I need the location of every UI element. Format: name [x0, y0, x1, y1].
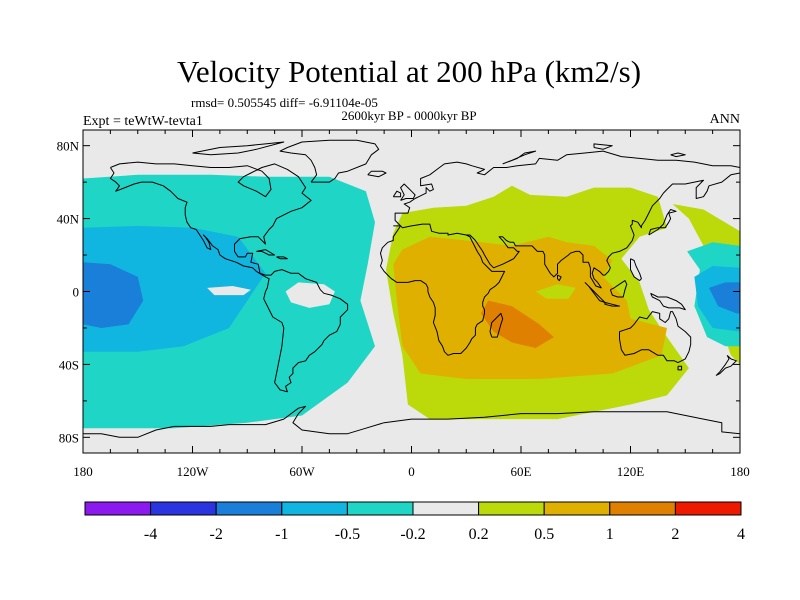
- colorbar-label: 2: [671, 526, 679, 543]
- contour-region: [709, 282, 740, 314]
- contour-region: [207, 286, 251, 296]
- coastline: [677, 365, 683, 371]
- experiment-label: Expt = teWtW-tevta1: [83, 114, 203, 129]
- colorbar-box: [281, 501, 348, 516]
- x-tick-label: 0: [408, 464, 415, 479]
- coastline: [400, 172, 740, 289]
- coastline: [367, 170, 387, 178]
- coastline: [604, 301, 620, 307]
- colorbar-box: [543, 501, 611, 516]
- coastline: [393, 150, 740, 227]
- coastline: [392, 190, 402, 198]
- contour-fills: [83, 174, 740, 429]
- contour-region: [535, 284, 576, 299]
- colorbar-box: [412, 501, 480, 516]
- colorbar-box: [215, 501, 283, 516]
- coastline: [609, 280, 628, 298]
- coastline: [276, 256, 288, 260]
- contour-region: [393, 236, 667, 379]
- coastline: [557, 274, 562, 282]
- coastline: [648, 209, 677, 236]
- contour-region: [83, 262, 144, 328]
- colorbar: -4 -2 -1 -0.5 -0.2 0.2 0.5 1 2 4: [84, 501, 745, 543]
- y-tick-label: 80N: [57, 139, 80, 154]
- contour-region: [285, 282, 335, 308]
- coastline: [619, 311, 692, 364]
- axis-ticks: 180 120W 60W 0 60E 120E 180 80N 40N 0 40S 80S: [57, 130, 750, 479]
- y-tick-label: 0: [73, 285, 80, 300]
- colorbar-label: -2: [210, 526, 223, 543]
- coastline: [256, 249, 276, 256]
- season-label: ANN: [710, 112, 740, 127]
- colorbar-label: -4: [144, 526, 157, 543]
- coastline: [279, 139, 380, 183]
- x-tick-label: 120W: [177, 464, 210, 479]
- contour-region: [480, 300, 554, 348]
- colorbar-box: [609, 501, 676, 516]
- coastlines: [83, 139, 740, 438]
- y-tick-label: 80S: [59, 430, 79, 445]
- coastline: [489, 312, 504, 338]
- colorbar-box: [478, 501, 545, 516]
- x-tick-label: 60E: [511, 464, 532, 479]
- coastline: [715, 354, 737, 376]
- colorbar-label: -1: [275, 526, 288, 543]
- x-tick-label: 180: [73, 464, 93, 479]
- coastline: [502, 150, 537, 165]
- x-tick-label: 180: [730, 464, 750, 479]
- colorbar-box: [150, 501, 217, 516]
- coastline: [83, 405, 740, 438]
- x-tick-label: 60W: [289, 464, 315, 479]
- period-label: 2600kyr BP - 0000kyr BP: [341, 108, 476, 123]
- coastline: [593, 143, 613, 150]
- colorbar-label: 4: [737, 526, 745, 543]
- coastline: [650, 292, 686, 311]
- map-title: Velocity Potential at 200 hPa (km2/s): [177, 54, 641, 89]
- colorbar-box: [84, 501, 152, 516]
- coastline: [400, 183, 416, 201]
- colorbar-label: 1: [606, 526, 614, 543]
- colorbar-box: [674, 501, 742, 516]
- coastline: [192, 141, 285, 156]
- coastline: [109, 161, 349, 393]
- coastline: [380, 225, 506, 356]
- colorbar-label: -0.2: [400, 526, 425, 543]
- colorbar-box: [346, 501, 414, 516]
- coastline: [670, 152, 686, 158]
- y-tick-label: 40N: [57, 212, 80, 227]
- stats-label: rmsd= 0.505545 diff= -6.91104e-05: [191, 95, 378, 110]
- coastline: [630, 258, 642, 282]
- x-tick-label: 120E: [617, 464, 645, 479]
- colorbar-label: 0.2: [469, 526, 489, 543]
- colorbar-label: 0.5: [534, 526, 554, 543]
- y-tick-label: 40S: [59, 357, 79, 372]
- colorbar-label: -0.5: [335, 526, 360, 543]
